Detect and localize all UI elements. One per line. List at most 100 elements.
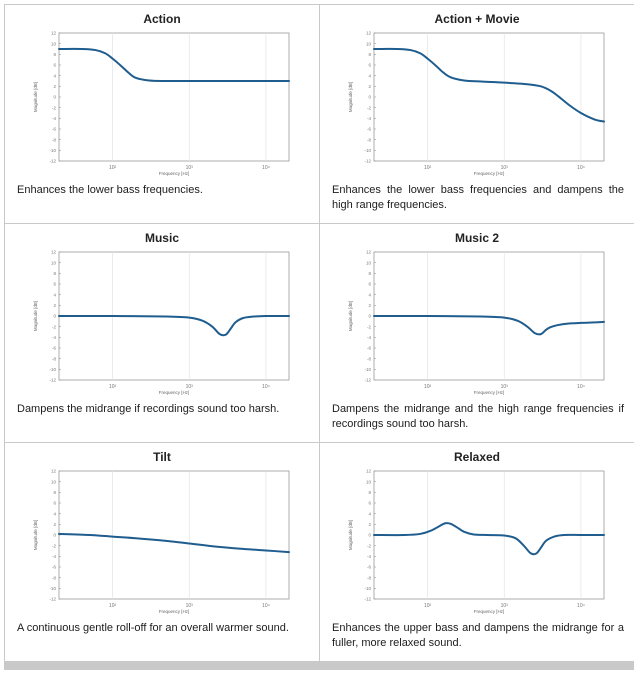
y-tick-label: -10 — [49, 586, 56, 591]
y-tick-label: 4 — [368, 73, 371, 78]
y-tick-label: -12 — [364, 597, 371, 602]
y-tick-label: -8 — [52, 137, 56, 142]
y-tick-label: 12 — [51, 250, 57, 255]
x-axis-label: Frequency [Hz] — [159, 609, 190, 614]
y-tick-label: 8 — [53, 271, 56, 276]
x-tick-label: 10³ — [501, 603, 509, 609]
y-tick-label: 4 — [368, 511, 371, 516]
panel-caption: Enhances the lower bass frequencies. — [17, 184, 203, 196]
x-tick-label: 10⁴ — [262, 165, 270, 171]
x-axis-label: Frequency [Hz] — [474, 390, 505, 395]
y-tick-label: 0 — [368, 533, 371, 538]
response-curve — [58, 532, 290, 554]
y-tick-label: 2 — [53, 303, 56, 308]
y-tick-label: 6 — [368, 63, 371, 68]
chart-music: 10² 10³ 10⁴ 12 10 8 6 4 2 0 -2 -4 -6 -8 -10 -12 Frequenc… — [33, 250, 290, 395]
y-tick-label: -2 — [52, 105, 56, 110]
y-tick-label: 2 — [368, 84, 371, 89]
x-tick-label: 10² — [109, 603, 117, 609]
y-axis-label: Magnitude [dB] — [33, 82, 38, 112]
panel-caption: Dampens the midrange if recordings sound… — [17, 403, 280, 415]
y-tick-label: -8 — [52, 575, 56, 580]
y-tick-label: -4 — [367, 335, 371, 340]
y-tick-label: -2 — [367, 105, 371, 110]
y-tick-label: 12 — [51, 469, 57, 474]
y-tick-label: 4 — [53, 73, 56, 78]
panel-tilt: Tilt 10² 10³ 10⁴ 12 10 8 6 4 2 0 -2 -4 -6 -8 -10 -12 Fre… — [5, 443, 319, 661]
y-tick-label: 10 — [366, 41, 372, 46]
panel-title: Music — [144, 231, 179, 245]
x-tick-label: 10⁴ — [577, 384, 585, 390]
panel-title: Action + Movie — [434, 12, 520, 26]
x-tick-label: 10² — [424, 165, 432, 171]
y-tick-label: -4 — [52, 554, 56, 559]
y-axis-label: Magnitude [dB] — [33, 520, 38, 550]
y-tick-label: 12 — [366, 469, 372, 474]
panel-music: Music 10² 10³ 10⁴ 12 10 8 6 4 2 0 -2 -4 -6 -8 -10 -12 Fr… — [5, 224, 319, 442]
y-tick-label: 2 — [53, 84, 56, 89]
y-tick-label: -10 — [49, 148, 56, 153]
y-axis-label: Magnitude [dB] — [348, 520, 353, 550]
panel-action-movie: Action + Movie 10² 10³ 10⁴ 12 10 8 6 4 2 0 -2 -4 -6 -… — [320, 5, 634, 223]
y-tick-label: 12 — [51, 31, 57, 36]
y-tick-label: -6 — [52, 346, 56, 351]
x-tick-label: 10² — [424, 603, 432, 609]
y-tick-label: 0 — [368, 95, 371, 100]
y-tick-label: 2 — [368, 522, 371, 527]
y-tick-label: 8 — [368, 490, 371, 495]
y-tick-label: 10 — [366, 479, 372, 484]
y-tick-label: -12 — [49, 159, 56, 164]
response-curve — [373, 522, 605, 556]
x-tick-label: 10⁴ — [262, 603, 270, 609]
response-curve — [373, 314, 605, 336]
y-tick-label: 0 — [53, 533, 56, 538]
plot-area — [373, 32, 605, 162]
y-tick-label: -10 — [364, 148, 371, 153]
y-tick-label: -6 — [367, 127, 371, 132]
x-axis-label: Frequency [Hz] — [474, 609, 505, 614]
x-tick-label: 10³ — [501, 165, 509, 171]
x-axis-label: Frequency [Hz] — [474, 171, 505, 176]
panel-title: Tilt — [153, 450, 171, 464]
chart-relaxed: 10² 10³ 10⁴ 12 10 8 6 4 2 0 -2 -4 -6 -8 -10 -12 Frequenc… — [348, 469, 605, 614]
y-tick-label: 0 — [53, 95, 56, 100]
y-tick-label: 6 — [53, 501, 56, 506]
y-tick-label: 12 — [366, 31, 372, 36]
y-axis-label: Magnitude [dB] — [348, 82, 353, 112]
y-tick-label: -2 — [52, 543, 56, 548]
y-tick-label: 4 — [53, 292, 56, 297]
panel-relaxed: Relaxed 10² 10³ 10⁴ 12 10 8 6 4 2 0 -2 -4 -6 -8 -10 -12… — [320, 443, 634, 661]
y-tick-label: 12 — [366, 250, 372, 255]
y-tick-label: -12 — [364, 159, 371, 164]
y-tick-label: -8 — [52, 356, 56, 361]
panel-title: Music 2 — [454, 231, 499, 245]
plot-area — [58, 32, 290, 162]
y-tick-label: 10 — [51, 41, 57, 46]
x-tick-label: 10³ — [186, 165, 194, 171]
y-tick-label: 8 — [53, 52, 56, 57]
y-tick-label: 0 — [53, 314, 56, 319]
panel-grid: Action 10² 10³ 10⁴ 12 10 8 6 4 2 0 -2 -4 -6 -8 -10 -12 F… — [4, 4, 634, 670]
response-curve — [58, 47, 290, 83]
y-tick-label: 6 — [53, 63, 56, 68]
chart-action: 10² 10³ 10⁴ 12 10 8 6 4 2 0 -2 -4 -6 -8 -10 -12 Frequenc… — [33, 31, 290, 176]
y-tick-label: 10 — [366, 260, 372, 265]
x-axis-label: Frequency [Hz] — [159, 390, 190, 395]
y-tick-label: 8 — [53, 490, 56, 495]
x-tick-label: 10³ — [186, 603, 194, 609]
response-curve — [373, 47, 605, 123]
y-tick-label: 6 — [368, 282, 371, 287]
y-tick-label: 6 — [368, 501, 371, 506]
y-tick-label: -2 — [52, 324, 56, 329]
panel-caption: Enhances the upper bass and dampens the … — [332, 622, 624, 649]
y-tick-label: -4 — [52, 335, 56, 340]
y-tick-label: -12 — [49, 378, 56, 383]
panel-caption: Dampens the midrange and the high range … — [332, 403, 624, 430]
panel-caption: Enhances the lower bass frequencies and … — [332, 184, 624, 211]
x-tick-label: 10³ — [501, 384, 509, 390]
response-curve — [58, 314, 290, 337]
x-tick-label: 10² — [109, 165, 117, 171]
y-tick-label: 10 — [51, 479, 57, 484]
x-axis-label: Frequency [Hz] — [159, 171, 190, 176]
y-tick-label: 8 — [368, 271, 371, 276]
